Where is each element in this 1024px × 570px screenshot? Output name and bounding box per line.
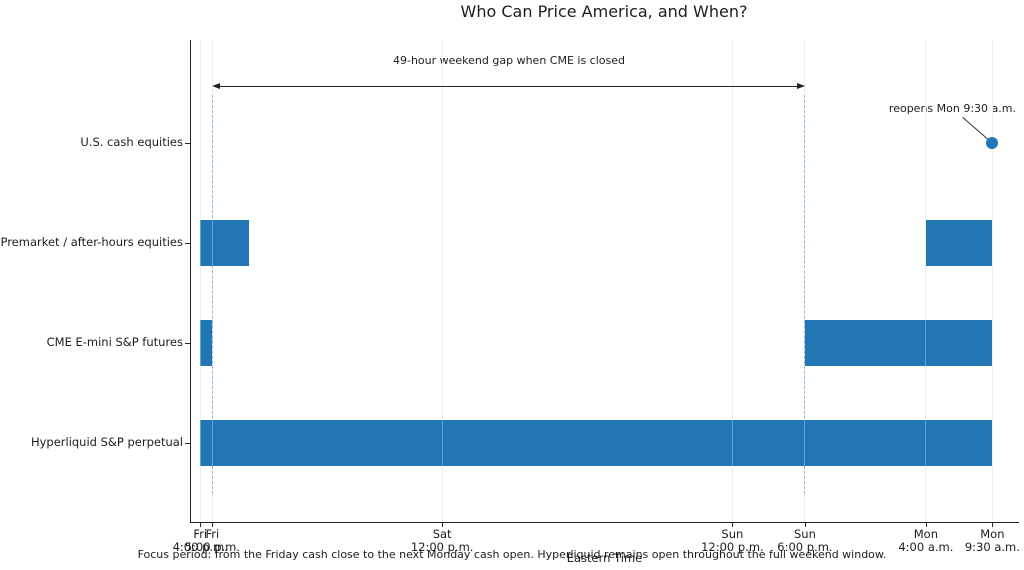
x-tick-time: 12:00 p.m. [410, 539, 474, 554]
y-tick [185, 243, 190, 244]
gridline-overlay [991, 40, 993, 522]
x-tick-label: Sat 12:00 p.m. [411, 528, 474, 553]
gridline [925, 40, 927, 522]
annotation-leader-line [962, 117, 989, 141]
y-axis-category-label: CME E-mini S&P futures [46, 335, 183, 349]
cme-boundary-dashed-line [211, 95, 213, 494]
session-bar [804, 320, 993, 366]
x-tick-day: Sat [432, 527, 452, 541]
session-bar [925, 220, 993, 266]
x-tick-label: Sun 6:00 p.m. [777, 528, 832, 553]
caption: Focus period: from the Friday cash close… [137, 548, 887, 561]
gap-arrow-head-left [212, 83, 221, 89]
y-tick [185, 343, 190, 344]
gridline-overlay [804, 40, 806, 522]
x-axis-label: Eastern Time [566, 551, 643, 565]
x-tick-label: Sun 12:00 p.m. [701, 528, 764, 553]
x-tick-time: 12:00 p.m. [701, 539, 764, 554]
x-tick [804, 522, 806, 527]
x-tick [992, 522, 994, 527]
y-axis-category-label: Premarket / after-hours equities [0, 235, 183, 249]
x-tick-label: Fri 4:00 p.m. [173, 528, 228, 553]
gridline [991, 40, 993, 522]
x-tick [442, 522, 444, 527]
x-tick-time: 4:00 p.m. [172, 539, 228, 554]
gridline-overlay [925, 40, 927, 522]
x-axis-spine [190, 522, 1019, 523]
gap-arrow [219, 86, 798, 88]
gridline [199, 40, 201, 522]
x-tick-day: Sun [721, 527, 744, 541]
chart-title: Who Can Price America, and When? [460, 2, 748, 21]
session-bar [200, 320, 213, 366]
session-bar [200, 420, 993, 466]
gridline-overlay [441, 40, 443, 522]
x-tick-day: Sun [793, 527, 816, 541]
x-tick-label: Mon 9:30 a.m. [965, 528, 1020, 553]
gap-arrow-head-right [796, 83, 805, 89]
y-tick [185, 443, 190, 444]
x-tick [732, 522, 734, 527]
y-axis-category-label: Hyperliquid S&P perpetual [30, 435, 183, 449]
x-tick-day: Mon [913, 527, 938, 541]
x-tick [200, 522, 202, 527]
x-tick-label: Mon 4:00 a.m. [898, 528, 953, 553]
gridline-overlay [199, 40, 201, 522]
y-tick [185, 143, 190, 144]
reopen-annotation-label: reopens Mon 9:30 a.m. [888, 102, 1016, 115]
session-bar [200, 220, 249, 266]
cash-open-marker-dot [986, 137, 999, 149]
x-tick-day: Fri [193, 527, 208, 541]
x-tick-day: Mon [980, 527, 1005, 541]
x-tick-time: 6:00 p.m. [777, 539, 833, 554]
x-tick [925, 522, 927, 527]
gridline-overlay [731, 40, 733, 522]
gap-annotation-label: 49-hour weekend gap when CME is closed [392, 54, 626, 67]
cme-boundary-dashed-line [804, 95, 806, 494]
x-tick-time: 5:00 p.m. [184, 539, 241, 554]
gridline-overlay [211, 40, 213, 522]
x-tick-time: 9:30 a.m. [964, 539, 1020, 554]
y-axis-spine [190, 40, 191, 522]
x-tick-time: 4:00 a.m. [898, 539, 954, 554]
gridline [441, 40, 443, 522]
x-tick [212, 522, 214, 527]
gridline [731, 40, 733, 522]
y-axis-category-label: U.S. cash equities [80, 135, 183, 149]
x-tick-day: Fri [205, 527, 220, 541]
x-tick-label: Fri 5:00 p.m. [185, 528, 240, 553]
